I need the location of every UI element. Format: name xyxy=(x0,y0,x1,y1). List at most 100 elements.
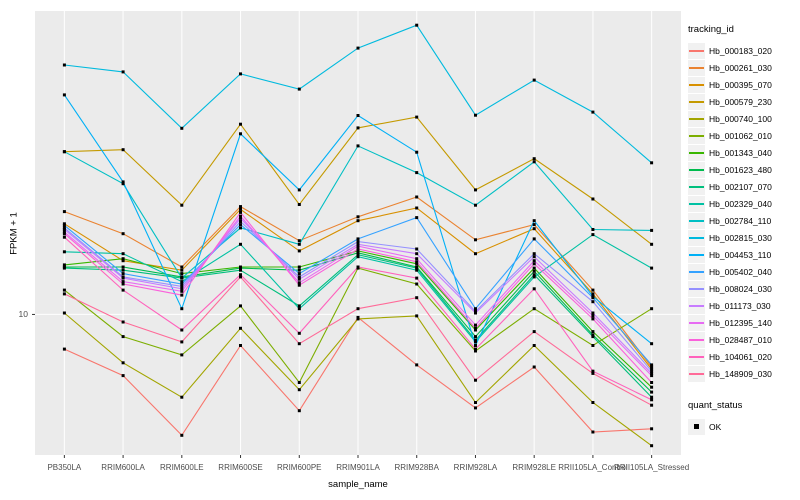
data-point xyxy=(591,335,595,339)
legend-line-swatch xyxy=(689,321,704,324)
data-point xyxy=(532,287,536,291)
data-point xyxy=(415,282,419,286)
legend-line-swatch xyxy=(689,253,704,256)
data-point xyxy=(356,255,360,259)
data-point xyxy=(532,237,536,241)
legend-item: Hb_000261_030 xyxy=(688,59,798,76)
data-point xyxy=(415,195,419,199)
data-point xyxy=(121,70,125,74)
data-point xyxy=(532,344,536,347)
data-point xyxy=(297,239,301,243)
legend-key-icon xyxy=(688,127,705,144)
data-point xyxy=(415,115,419,119)
legend-key-icon xyxy=(688,161,705,178)
legend-key-icon xyxy=(688,76,705,93)
legend-item-label: Hb_001623_480 xyxy=(709,164,772,175)
data-point xyxy=(474,349,477,353)
data-point xyxy=(121,276,125,280)
legend-line-swatch xyxy=(689,338,704,341)
data-point xyxy=(121,280,125,284)
data-point xyxy=(650,363,654,367)
legend-items: Hb_000183_020 Hb_000261_030 Hb_000395_070 H… xyxy=(688,42,798,382)
legend-key-icon xyxy=(688,314,705,331)
legend-line-swatch xyxy=(689,66,704,69)
data-point xyxy=(180,268,184,272)
data-point xyxy=(474,340,477,344)
data-point xyxy=(297,307,301,311)
data-point xyxy=(180,284,184,288)
legend-item: Hb_001623_480 xyxy=(688,161,798,178)
legend-item-label: Hb_012395_140 xyxy=(709,317,772,328)
data-point xyxy=(650,381,654,384)
data-point xyxy=(474,378,477,382)
data-point xyxy=(121,148,125,152)
data-point xyxy=(474,238,477,242)
data-point xyxy=(356,215,360,219)
x-tick-label: RRIM600LE xyxy=(160,463,204,472)
x-tick-label: RRIM901LA xyxy=(336,463,380,472)
data-point xyxy=(650,367,654,371)
legend-line-swatch xyxy=(689,117,704,120)
legend-title: tracking_id xyxy=(688,24,734,35)
legend-item: Hb_012395_140 xyxy=(688,314,798,331)
data-point xyxy=(62,288,66,292)
data-point xyxy=(121,232,125,236)
data-point xyxy=(180,282,184,286)
data-point xyxy=(239,220,242,223)
data-point xyxy=(239,210,242,214)
x-tick-label: RRII105LA_Stressed xyxy=(614,463,690,472)
data-point xyxy=(180,287,184,291)
data-point xyxy=(180,272,184,276)
data-point xyxy=(532,223,536,227)
data-point xyxy=(532,255,536,259)
data-point xyxy=(650,161,654,165)
data-point xyxy=(474,344,477,347)
data-point xyxy=(297,331,301,335)
legend-item-label: Hb_002815_030 xyxy=(709,232,772,243)
data-point xyxy=(62,63,66,67)
legend-line-swatch xyxy=(689,83,704,86)
data-point xyxy=(591,314,595,318)
data-point xyxy=(591,369,595,373)
data-point xyxy=(650,444,654,448)
data-point xyxy=(121,272,125,276)
data-point xyxy=(650,242,654,246)
data-point xyxy=(297,388,301,392)
data-point xyxy=(297,381,301,384)
data-point xyxy=(591,110,595,114)
legend-item: Hb_005402_040 xyxy=(688,263,798,280)
legend-item: Hb_000740_100 xyxy=(688,110,798,127)
data-point xyxy=(297,272,301,276)
data-point xyxy=(650,398,654,402)
data-point xyxy=(180,265,184,269)
data-point xyxy=(297,242,301,246)
data-point xyxy=(591,401,595,404)
data-point xyxy=(239,132,242,136)
legend-quant-status: quant_status OK xyxy=(688,400,798,435)
data-point xyxy=(650,266,654,270)
legend-line-swatch xyxy=(689,355,704,358)
legend-key-icon xyxy=(688,42,705,59)
data-point xyxy=(415,260,419,264)
legend-item: Hb_104061_020 xyxy=(688,348,798,365)
data-point xyxy=(415,247,419,251)
data-point xyxy=(356,253,360,257)
data-point xyxy=(650,390,654,394)
data-point xyxy=(474,188,477,192)
legend-key-icon xyxy=(688,246,705,263)
legend-item: Hb_002107_070 xyxy=(688,178,798,195)
data-point xyxy=(297,283,301,287)
data-point xyxy=(62,266,66,270)
data-point xyxy=(180,289,184,293)
legend-key-icon xyxy=(688,110,705,127)
data-point xyxy=(474,252,477,256)
data-point xyxy=(356,265,360,269)
data-point xyxy=(239,266,242,270)
legend-line-swatch xyxy=(689,49,704,52)
data-point xyxy=(297,188,301,192)
data-point xyxy=(180,395,184,399)
x-tick-label: RRIM928LA xyxy=(453,463,498,472)
x-tick-label: RRIM928BA xyxy=(394,463,439,472)
